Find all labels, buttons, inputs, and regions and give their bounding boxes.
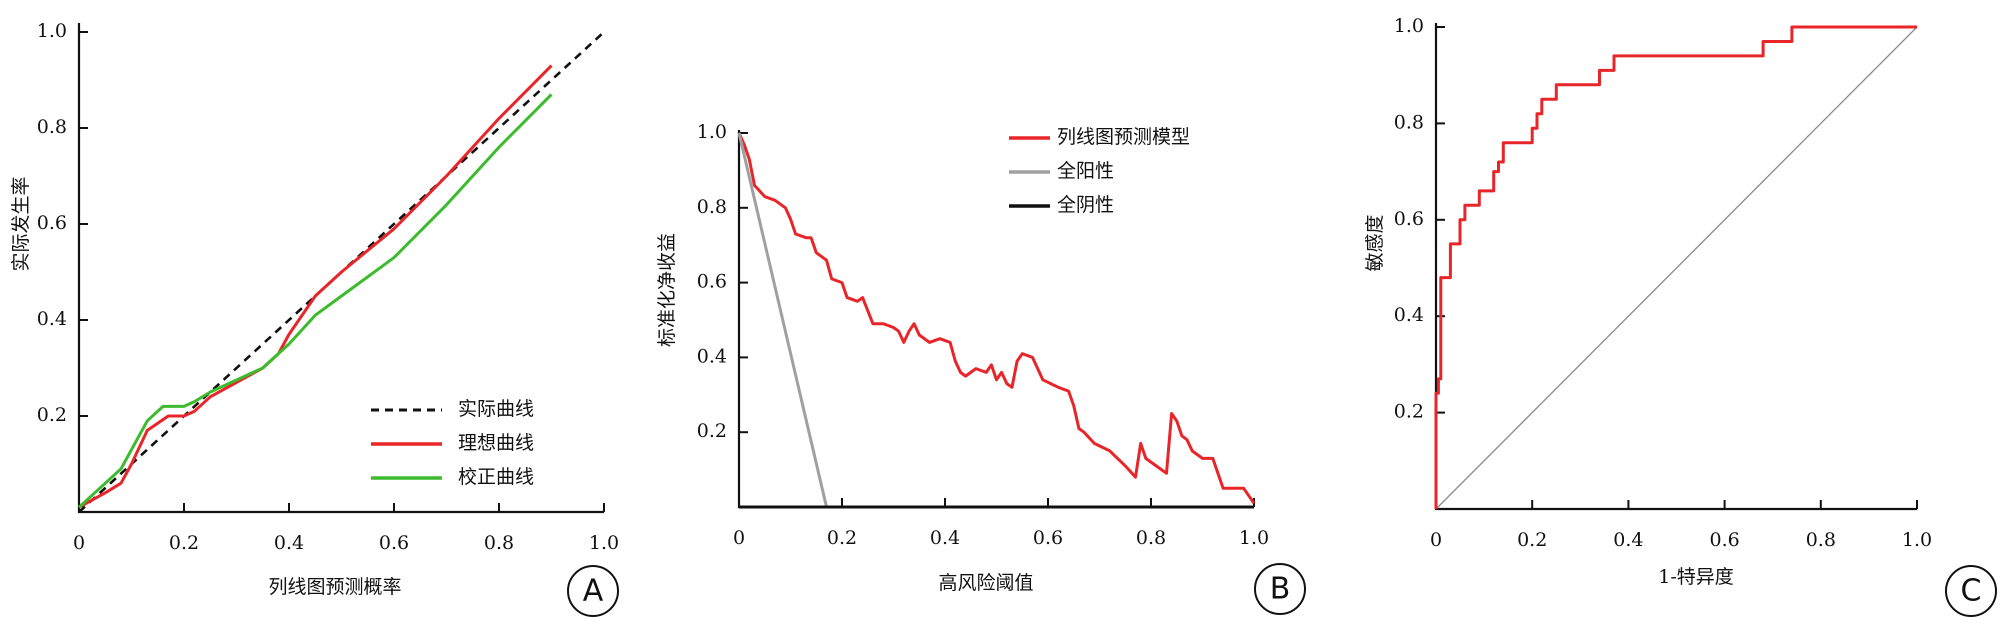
y-tick-label: 0.8	[37, 116, 67, 138]
series-line	[78, 64, 553, 509]
y-tick-label: 0.8	[1394, 111, 1424, 133]
x-tick-label: 1.0	[589, 532, 619, 554]
panel-badge	[567, 565, 619, 617]
series-line	[737, 132, 1256, 505]
axis-line	[737, 130, 1254, 509]
x-tick-label: 0.8	[1136, 527, 1166, 549]
x-tick-label: 0.6	[1709, 529, 1739, 551]
x-tick-label: 0	[733, 527, 745, 549]
y-tick-label: 0.4	[1394, 304, 1424, 326]
x-tick-label: 0.8	[484, 532, 514, 554]
x-tick-label: 0	[73, 532, 85, 554]
x-tick-label: 0.2	[1517, 529, 1547, 551]
x-tick-label: 0.6	[379, 532, 409, 554]
x-tick-label: 0.2	[827, 527, 857, 549]
y-tick-label: 0.6	[37, 212, 67, 234]
x-axis-title: 高风险阈值	[938, 572, 1033, 594]
series-line	[737, 132, 828, 508]
legend-label: 实际曲线	[458, 398, 534, 420]
y-tick-label: 0.4	[697, 345, 727, 367]
x-axis-title: 1-特异度	[1658, 566, 1734, 588]
x-tick-label: 0.4	[274, 532, 304, 554]
x-tick-label: 1.0	[1902, 529, 1932, 551]
x-tick-label: 0.4	[930, 527, 960, 549]
panel-badge	[1254, 563, 1306, 615]
panel-badge	[1945, 565, 1997, 617]
legend-label: 全阴性	[1057, 194, 1114, 216]
panel-label: C	[1961, 574, 1982, 609]
legend-label: 列线图预测模型	[1057, 126, 1190, 148]
x-tick-label: 1.0	[1239, 527, 1269, 549]
y-axis-title: 敏感度	[1364, 214, 1386, 271]
y-tick-label: 0.2	[697, 420, 727, 442]
y-axis-title: 标准化净收益	[656, 233, 678, 347]
x-axis-title: 列线图预测概率	[268, 576, 401, 598]
y-tick-label: 0.2	[1394, 401, 1424, 423]
series-line	[1434, 25, 1917, 509]
y-tick-label: 0.2	[37, 404, 67, 426]
y-tick-label: 0.8	[697, 196, 727, 218]
series-line	[77, 93, 553, 509]
x-tick-label: 0.6	[1033, 527, 1063, 549]
y-tick-label: 0.4	[37, 308, 67, 330]
legend-label: 全阳性	[1057, 160, 1114, 182]
panel-label: B	[1270, 572, 1291, 607]
legend-label: 理想曲线	[458, 432, 534, 454]
x-tick-label: 0.4	[1613, 529, 1643, 551]
legend-label: 校正曲线	[458, 466, 534, 488]
y-tick-label: 1.0	[37, 20, 67, 42]
y-axis-title: 实际发生率	[10, 176, 32, 271]
panel-label: A	[583, 574, 604, 609]
x-tick-label: 0.2	[169, 532, 199, 554]
series-line	[1435, 26, 1918, 510]
y-tick-label: 1.0	[1394, 15, 1424, 37]
x-tick-label: 0.8	[1806, 529, 1836, 551]
y-tick-label: 1.0	[697, 121, 727, 143]
y-tick-label: 0.6	[697, 271, 727, 293]
x-tick-label: 0	[1430, 529, 1442, 551]
y-tick-label: 0.6	[1394, 208, 1424, 230]
